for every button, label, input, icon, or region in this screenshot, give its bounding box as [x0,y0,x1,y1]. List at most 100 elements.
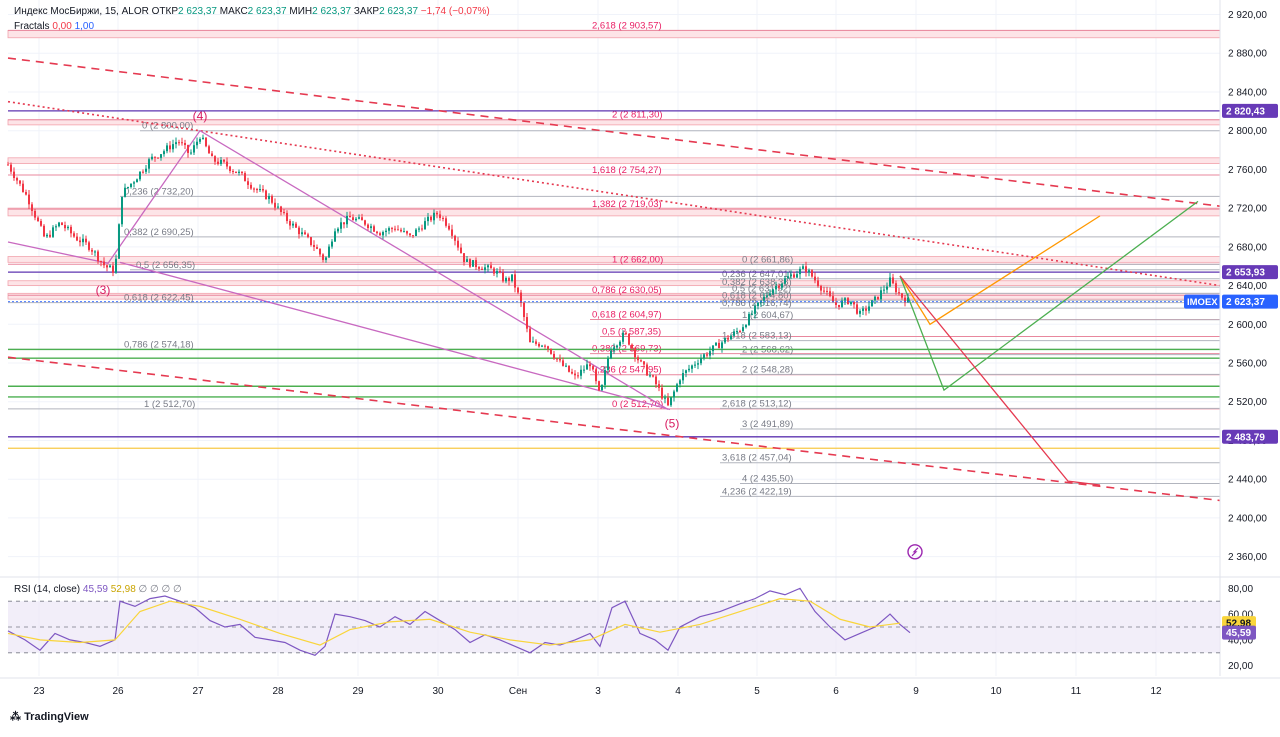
candle-body [253,188,255,190]
candle-body [838,304,840,307]
fib-level-label: 1,382 (2 719,03) [592,199,662,210]
tradingview-logo[interactable]: ⁂ TradingView [10,710,89,723]
candle-body [781,283,783,288]
candle-body [559,359,561,361]
candle-body [613,347,615,351]
fib-level-label: 3,618 (2 457,04) [722,453,792,464]
rsi-tick-label: 40,00 [1228,635,1253,646]
candle-body [418,228,420,230]
candle-body [850,301,852,305]
candle-body [670,397,672,406]
candle-body [748,313,750,326]
candle-body [190,152,192,154]
high-value: 2 623,37 [247,6,287,17]
trendline-violet [119,261,671,411]
candle-body [532,341,534,343]
candle-body [211,153,213,157]
candle-body [295,223,297,228]
candle-body [343,222,345,225]
candle-body [13,171,15,179]
candle-body [700,358,702,364]
rsi-ma-value: 52,98 [110,584,136,595]
candle-body [589,364,591,367]
candle-body [169,145,171,150]
x-tick-label: 28 [272,686,284,697]
candle-body [124,187,126,197]
x-tick-label: 4 [675,686,681,697]
y-tick-label: 2 680,00 [1228,242,1267,253]
candle-body [598,381,600,391]
candle-body [331,241,333,247]
candle-body [901,293,903,298]
trendline-red [7,100,1221,287]
x-tick-label: 27 [192,686,204,697]
candle-body [784,278,786,284]
candle-body [523,302,525,318]
candle-body [682,373,684,381]
x-tick-label: 23 [33,686,45,697]
rsi-legend[interactable]: RSI (14, close) 45,59 52,98 ∅ ∅ ∅ ∅ [14,584,182,595]
candle-body [634,348,636,358]
rsi-tick-label: 80,00 [1228,584,1253,595]
candle-body [586,364,588,370]
candle-body [88,242,90,250]
candle-body [511,274,513,282]
candle-body [355,218,357,221]
low-label: МИН [289,6,313,17]
candle-body [730,335,732,340]
x-tick-label: 26 [112,686,124,697]
candle-body [667,397,669,406]
candle-body [772,289,774,294]
fib-level-label: 1 (2 662,00) [612,254,663,265]
open-label: ОТКР [151,6,179,17]
indicator-legend[interactable]: Fractals 0,00 1,00 [14,21,94,32]
candle-body [214,156,216,162]
candle-body [529,328,531,343]
candle-body [280,206,282,212]
candle-body [475,260,477,268]
candle-body [871,300,873,307]
candle-body [223,159,225,162]
candle-body [493,268,495,274]
fib-level-label: 2 (2 811,30) [612,110,663,121]
candle-body [73,233,75,237]
candle-body [373,226,375,232]
candle-body [28,194,30,205]
candle-body [538,343,540,347]
candle-body [508,278,510,282]
candle-body [541,345,543,347]
candle-body [442,217,444,219]
candle-body [571,371,573,374]
x-tick-label: 6 [833,686,839,697]
fib-level-label: 1,618 (2 754,27) [592,165,662,176]
candle-body [454,235,456,241]
candle-body [676,384,678,392]
candle-body [580,369,582,376]
candle-body [85,238,87,243]
y-tick-label: 2 920,00 [1228,10,1267,21]
candle-body [832,296,834,303]
candle-body [25,192,27,195]
candle-body [421,228,423,230]
x-tick-label: 11 [1071,686,1082,697]
candle-body [556,358,558,360]
change-value: −1,74 (−0,07%) [420,6,490,17]
candle-body [880,290,882,300]
candle-body [703,354,705,359]
rsi-empty-values: ∅ ∅ ∅ ∅ [138,584,182,595]
candle-body [151,156,153,160]
candle-body [679,380,681,385]
candle-body [385,230,387,233]
fib-level-label: 4 (2 435,50) [742,474,793,485]
price-tag: 2 483,79 [1226,432,1265,443]
tradingview-icon: ⁂ [10,711,21,723]
candle-body [769,293,771,296]
candle-body [487,265,489,268]
candle-body [64,224,66,229]
wave-label: (3) [96,283,111,297]
candle-body [751,313,753,315]
y-tick-label: 2 880,00 [1228,49,1267,60]
candle-body [118,224,120,259]
candle-body [661,387,663,399]
